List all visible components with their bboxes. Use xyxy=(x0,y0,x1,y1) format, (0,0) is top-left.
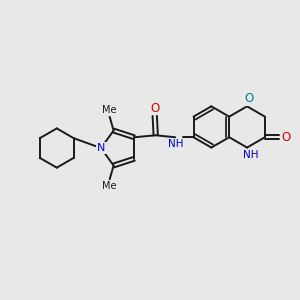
Text: N: N xyxy=(97,143,105,153)
Text: Me: Me xyxy=(102,181,117,191)
Text: NH: NH xyxy=(243,150,259,161)
Text: O: O xyxy=(282,131,291,144)
Text: Me: Me xyxy=(102,105,117,115)
Text: O: O xyxy=(244,92,253,105)
Text: NH: NH xyxy=(168,139,184,149)
Text: O: O xyxy=(150,101,159,115)
